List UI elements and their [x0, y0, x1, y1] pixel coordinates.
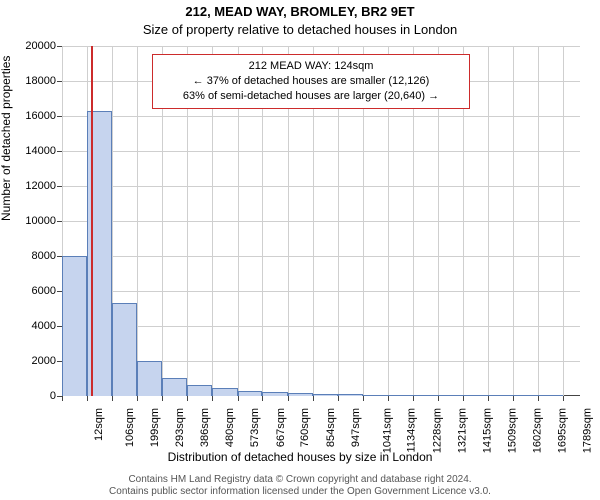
x-tick-mark [62, 396, 63, 401]
x-tick-label: 947sqm [350, 408, 362, 447]
histogram-bar [162, 378, 187, 396]
histogram-bar [538, 395, 563, 396]
gridline-vertical [137, 46, 138, 396]
y-tick-label: 4000 [6, 320, 56, 332]
x-tick-label: 1509sqm [506, 408, 518, 453]
histogram-bar [313, 394, 338, 396]
x-tick-mark [463, 396, 464, 401]
x-tick-label: 1041sqm [381, 408, 393, 453]
gridline-horizontal [62, 46, 580, 47]
x-tick-label: 1321sqm [456, 408, 468, 453]
x-tick-label: 1228sqm [431, 408, 443, 453]
histogram-bar [488, 395, 513, 396]
y-tick-label: 14000 [6, 145, 56, 157]
x-tick-label: 1602sqm [531, 408, 543, 453]
x-tick-mark [413, 396, 414, 401]
chart-title-line1: 212, MEAD WAY, BROMLEY, BR2 9ET [0, 4, 600, 19]
x-tick-label: 573sqm [249, 408, 261, 447]
y-tick-label: 12000 [6, 180, 56, 192]
x-tick-mark [538, 396, 539, 401]
x-tick-mark [262, 396, 263, 401]
x-tick-mark [563, 396, 564, 401]
x-tick-mark [187, 396, 188, 401]
histogram-bar [112, 303, 137, 396]
x-tick-mark [137, 396, 138, 401]
histogram-bar [187, 385, 212, 396]
property-marker-line [91, 46, 93, 396]
x-tick-label: 480sqm [225, 408, 237, 447]
x-tick-mark [238, 396, 239, 401]
histogram-bar [413, 395, 438, 396]
x-tick-mark [388, 396, 389, 401]
y-tick-label: 18000 [6, 75, 56, 87]
x-tick-label: 1134sqm [405, 408, 417, 452]
chart-plot-area: 212 MEAD WAY: 124sqm← 37% of detached ho… [62, 46, 580, 396]
gridline-horizontal [62, 326, 580, 327]
x-tick-label: 1415sqm [481, 408, 493, 453]
histogram-bar [388, 395, 413, 396]
x-tick-mark [513, 396, 514, 401]
annotation-box: 212 MEAD WAY: 124sqm← 37% of detached ho… [152, 54, 470, 109]
x-tick-mark [112, 396, 113, 401]
footer-line2: Contains public sector information licen… [6, 486, 594, 498]
gridline-vertical [563, 46, 564, 396]
histogram-bar [463, 395, 488, 396]
gridline-horizontal [62, 256, 580, 257]
x-tick-mark [338, 396, 339, 401]
histogram-bar [238, 391, 263, 396]
x-tick-label: 386sqm [199, 408, 211, 447]
histogram-bar [338, 394, 363, 396]
chart-footer: Contains HM Land Registry data © Crown c… [6, 474, 594, 498]
gridline-horizontal [62, 291, 580, 292]
x-tick-label: 199sqm [149, 408, 161, 447]
gridline-horizontal [62, 221, 580, 222]
histogram-bar [62, 256, 87, 396]
gridline-vertical [538, 46, 539, 396]
y-tick-label: 8000 [6, 250, 56, 262]
x-tick-mark [313, 396, 314, 401]
gridline-horizontal [62, 116, 580, 117]
x-tick-mark [288, 396, 289, 401]
footer-line1: Contains HM Land Registry data © Crown c… [6, 474, 594, 486]
x-tick-mark [438, 396, 439, 401]
gridline-vertical [513, 46, 514, 396]
histogram-bar [363, 395, 388, 396]
histogram-bar [137, 361, 162, 396]
x-tick-label: 1695sqm [556, 408, 568, 453]
annotation-line1: 212 MEAD WAY: 124sqm [161, 59, 461, 74]
x-tick-label: 760sqm [300, 408, 312, 447]
y-tick-label: 20000 [6, 40, 56, 52]
histogram-bar [288, 393, 313, 396]
x-tick-label: 1789sqm [581, 408, 593, 453]
chart-title-line2: Size of property relative to detached ho… [0, 22, 600, 37]
x-tick-mark [162, 396, 163, 401]
x-tick-label: 12sqm [93, 408, 105, 441]
histogram-bar [513, 395, 538, 396]
gridline-horizontal [62, 186, 580, 187]
x-tick-mark [363, 396, 364, 401]
annotation-line3: 63% of semi-detached houses are larger (… [161, 89, 461, 104]
annotation-line2: ← 37% of detached houses are smaller (12… [161, 74, 461, 89]
gridline-vertical [488, 46, 489, 396]
y-tick-label: 2000 [6, 355, 56, 367]
y-tick-label: 10000 [6, 215, 56, 227]
x-tick-mark [87, 396, 88, 401]
y-tick-label: 0 [6, 390, 56, 402]
y-tick-label: 6000 [6, 285, 56, 297]
histogram-bar [212, 388, 237, 396]
x-tick-label: 854sqm [325, 408, 337, 447]
y-tick-label: 16000 [6, 110, 56, 122]
x-tick-label: 293sqm [174, 408, 186, 447]
gridline-horizontal [62, 151, 580, 152]
x-tick-label: 106sqm [124, 408, 136, 447]
histogram-bar [438, 395, 463, 396]
histogram-bar [262, 392, 287, 396]
x-tick-mark [488, 396, 489, 401]
x-tick-mark [212, 396, 213, 401]
x-tick-label: 667sqm [275, 408, 287, 447]
